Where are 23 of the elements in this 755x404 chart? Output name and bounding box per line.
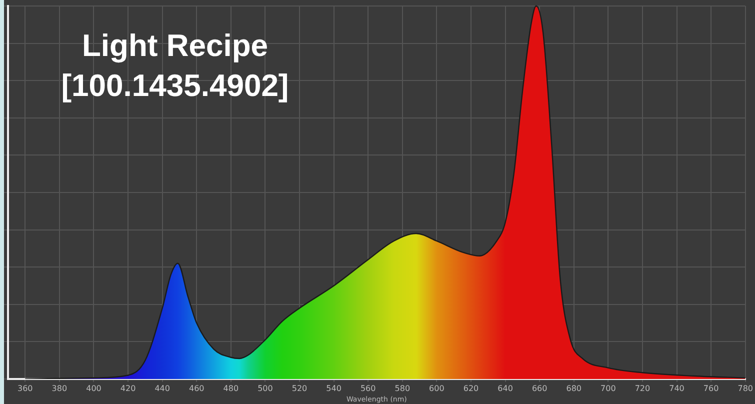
x-tick-label: 740 bbox=[669, 384, 684, 393]
x-tick-label: 660 bbox=[532, 384, 548, 393]
x-tick-label: 380 bbox=[52, 384, 68, 393]
x-tick-label: 640 bbox=[498, 384, 513, 393]
x-tick-label: 680 bbox=[566, 384, 582, 393]
x-tick-label: 520 bbox=[292, 384, 308, 393]
x-tick-label: 620 bbox=[463, 384, 479, 393]
x-tick-label: 720 bbox=[634, 384, 650, 393]
x-tick-label: 480 bbox=[223, 384, 239, 393]
x-tick-label: 500 bbox=[258, 384, 273, 393]
x-tick-label: 420 bbox=[120, 384, 136, 393]
x-tick-label: 760 bbox=[703, 384, 719, 393]
x-tick-label: 400 bbox=[86, 384, 102, 393]
x-tick-label: 700 bbox=[600, 384, 616, 393]
text: Light Recipe [100.1435.4902] bbox=[60, 27, 290, 105]
x-tick-label: 600 bbox=[429, 384, 444, 393]
x-tick-label: 460 bbox=[188, 384, 204, 393]
x-tick-label: 780 bbox=[738, 384, 754, 393]
x-tick-label: 360 bbox=[18, 384, 33, 393]
x-tick-label: 580 bbox=[394, 384, 410, 393]
x-tick-label: 440 bbox=[154, 384, 170, 393]
x-tick-label: 560 bbox=[360, 384, 376, 393]
x-tick-label: 540 bbox=[326, 384, 342, 393]
